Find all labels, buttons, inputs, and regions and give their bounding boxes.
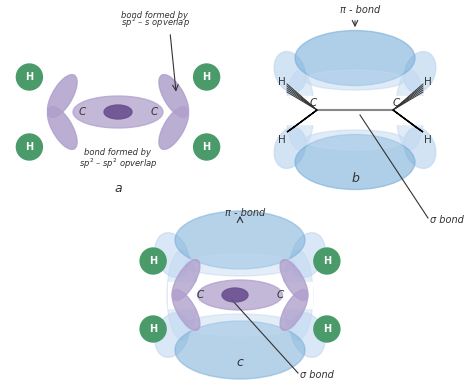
Text: c: c: [237, 357, 244, 369]
Circle shape: [314, 316, 340, 342]
Ellipse shape: [175, 211, 305, 269]
Text: H: H: [278, 77, 286, 87]
Text: σ bond: σ bond: [430, 215, 464, 225]
Ellipse shape: [159, 107, 189, 149]
Ellipse shape: [274, 127, 306, 169]
Text: H: H: [424, 77, 432, 87]
Bar: [285, 96, 425, 124]
Ellipse shape: [283, 250, 313, 340]
Ellipse shape: [222, 288, 248, 302]
Polygon shape: [287, 110, 317, 132]
Ellipse shape: [291, 313, 325, 357]
Circle shape: [17, 134, 42, 160]
Circle shape: [140, 248, 166, 274]
Ellipse shape: [155, 233, 189, 277]
Ellipse shape: [404, 52, 436, 92]
Text: H: H: [323, 324, 331, 334]
Ellipse shape: [104, 105, 132, 119]
Text: H: H: [25, 72, 34, 82]
Text: H: H: [278, 135, 286, 145]
Text: H: H: [202, 142, 210, 152]
Ellipse shape: [175, 321, 305, 379]
Ellipse shape: [47, 107, 77, 149]
Ellipse shape: [198, 280, 283, 310]
Text: C: C: [196, 290, 204, 300]
Text: C: C: [78, 107, 86, 117]
Ellipse shape: [305, 130, 405, 150]
Ellipse shape: [155, 313, 189, 357]
Circle shape: [193, 134, 219, 160]
Text: π - bond: π - bond: [340, 5, 380, 15]
Text: H: H: [149, 324, 157, 334]
Ellipse shape: [274, 52, 306, 92]
Text: π - bond: π - bond: [225, 208, 265, 218]
Ellipse shape: [159, 75, 189, 117]
Ellipse shape: [396, 70, 424, 150]
Text: C: C: [276, 290, 283, 300]
Ellipse shape: [291, 233, 325, 277]
Text: a: a: [114, 181, 122, 194]
Text: $sp^2$ – s opverlap: $sp^2$ – s opverlap: [120, 16, 190, 30]
Circle shape: [314, 248, 340, 274]
Circle shape: [17, 64, 42, 90]
Text: H: H: [149, 256, 157, 266]
Ellipse shape: [185, 314, 295, 336]
Ellipse shape: [286, 70, 314, 150]
Ellipse shape: [73, 96, 163, 128]
Text: C: C: [150, 107, 158, 117]
Text: H: H: [202, 72, 210, 82]
Ellipse shape: [185, 254, 295, 276]
Text: $sp^2$ – $sp^2$ opverlap: $sp^2$ – $sp^2$ opverlap: [79, 157, 157, 171]
Ellipse shape: [47, 75, 77, 117]
Text: H: H: [25, 142, 34, 152]
Ellipse shape: [404, 127, 436, 169]
Text: C: C: [310, 98, 317, 108]
Circle shape: [193, 64, 219, 90]
Ellipse shape: [172, 290, 200, 330]
Text: bond formed by: bond formed by: [121, 11, 189, 20]
Ellipse shape: [280, 260, 308, 300]
Polygon shape: [393, 110, 423, 132]
Circle shape: [140, 316, 166, 342]
Ellipse shape: [167, 250, 197, 340]
Text: H: H: [424, 135, 432, 145]
Bar: [168, 282, 312, 308]
Text: C: C: [393, 98, 400, 108]
Text: bond formed by: bond formed by: [84, 148, 152, 157]
Ellipse shape: [280, 290, 308, 330]
Text: H: H: [323, 256, 331, 266]
Ellipse shape: [172, 260, 200, 300]
Text: σ bond: σ bond: [300, 370, 334, 380]
Ellipse shape: [305, 70, 405, 90]
Text: b: b: [351, 172, 359, 185]
Ellipse shape: [295, 135, 415, 190]
Bar: [285, 98, 425, 122]
Ellipse shape: [295, 30, 415, 86]
